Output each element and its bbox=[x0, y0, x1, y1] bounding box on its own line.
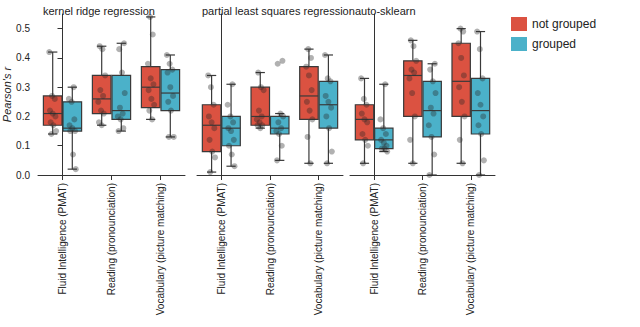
svg-text:0.2: 0.2 bbox=[16, 111, 30, 122]
svg-text:0.5: 0.5 bbox=[16, 23, 30, 34]
svg-text:0.0: 0.0 bbox=[16, 170, 30, 181]
svg-text:Reading (pronounciation): Reading (pronounciation) bbox=[106, 183, 117, 295]
svg-text:Fluid Intelligence (PMAT): Fluid Intelligence (PMAT) bbox=[369, 183, 380, 295]
svg-text:Vocabulary (picture matching): Vocabulary (picture matching) bbox=[465, 183, 476, 315]
svg-text:0.4: 0.4 bbox=[16, 52, 30, 63]
svg-text:kernel ridge regression: kernel ridge regression bbox=[43, 5, 155, 17]
svg-text:auto-sklearn: auto-sklearn bbox=[355, 5, 416, 17]
svg-text:Vocabulary (picture matching): Vocabulary (picture matching) bbox=[155, 183, 166, 315]
svg-text:0.1: 0.1 bbox=[16, 140, 30, 151]
svg-text:Pearson's r: Pearson's r bbox=[1, 66, 13, 123]
svg-text:Vocabulary (picture matching): Vocabulary (picture matching) bbox=[313, 183, 324, 315]
svg-text:Reading (pronounciation): Reading (pronounciation) bbox=[265, 183, 276, 295]
svg-text:grouped: grouped bbox=[532, 37, 576, 51]
svg-text:Fluid Intelligence (PMAT): Fluid Intelligence (PMAT) bbox=[57, 183, 68, 295]
svg-text:not grouped: not grouped bbox=[532, 17, 596, 31]
svg-text:Fluid Intelligence (PMAT): Fluid Intelligence (PMAT) bbox=[216, 183, 227, 295]
svg-text:0.3: 0.3 bbox=[16, 82, 30, 93]
svg-text:Reading (pronounciation): Reading (pronounciation) bbox=[417, 183, 428, 295]
svg-text:partial least squares regressi: partial least squares regression bbox=[202, 5, 355, 17]
